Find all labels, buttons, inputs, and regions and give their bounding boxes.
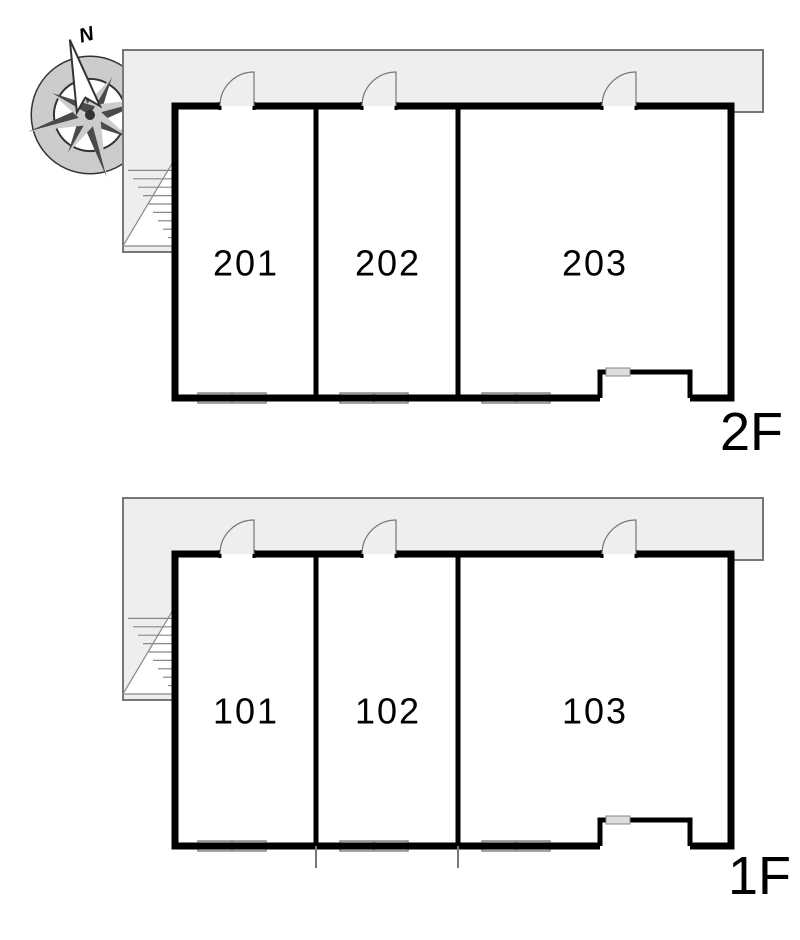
room-label-102: 102 — [355, 691, 421, 732]
floor-plan-svg: N 201 202 203 2F 101 102 103 1F — [0, 0, 800, 940]
room-label-201: 201 — [213, 243, 279, 284]
floor-1F: 101 102 103 1F — [123, 498, 791, 906]
floor-label-2F: 2F — [720, 402, 783, 462]
compass-north-label: N — [77, 23, 97, 48]
room-label-202: 202 — [355, 243, 421, 284]
floor-label-1F: 1F — [728, 846, 791, 906]
floor-2F: 201 202 203 2F — [123, 50, 783, 462]
floor-plan-diagram: N 201 202 203 2F 101 102 103 1F — [0, 0, 800, 940]
room-label-203: 203 — [562, 243, 628, 284]
room-label-101: 101 — [213, 691, 279, 732]
room-label-103: 103 — [562, 691, 628, 732]
